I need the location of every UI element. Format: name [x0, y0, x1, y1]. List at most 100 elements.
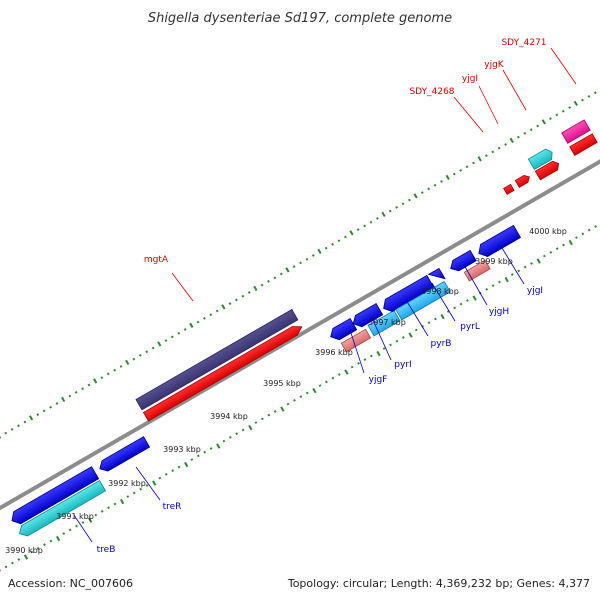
- gene-SDY_4271[interactable]: [561, 119, 591, 144]
- reverse-scale-tick: [4, 565, 8, 569]
- gene-yjgK[interactable]: [527, 147, 555, 171]
- gene-yjgI-forward[interactable]: [514, 173, 531, 188]
- forward-scale-tick: [253, 285, 258, 292]
- reverse-scale-tick: [325, 380, 328, 384]
- reverse-scale-tick: [344, 369, 349, 375]
- reverse-scale-tick: [293, 398, 296, 402]
- reverse-scale-tick: [196, 454, 200, 458]
- forward-scale-tick: [285, 267, 290, 273]
- gene-yjgH[interactable]: [463, 259, 491, 282]
- label-yjgH[interactable]: yjgH: [489, 307, 509, 317]
- forward-scale-tick: [427, 187, 431, 191]
- forward-scale-tick: [74, 391, 78, 394]
- reverse-scale-tick: [587, 228, 591, 232]
- reverse-scale-tick: [331, 376, 335, 380]
- forward-scale-tick: [497, 146, 501, 150]
- forward-scale-tick: [292, 265, 296, 268]
- reverse-scale-tick: [382, 347, 386, 350]
- forward-scale-tick: [0, 433, 2, 440]
- label-SDY_4271[interactable]: SDY_4271: [501, 38, 546, 48]
- gene-pyrI-blue[interactable]: [350, 302, 384, 330]
- forward-scale-tick: [10, 428, 14, 431]
- gene-treB-blue[interactable]: [8, 466, 100, 527]
- forward-scale-tick: [459, 169, 463, 172]
- gene-yjgI-reverse[interactable]: [475, 224, 522, 259]
- label-yjgI-reverse[interactable]: yjgI: [527, 286, 543, 296]
- gene-yjgK-red[interactable]: [534, 159, 561, 181]
- reverse-scale-tick: [36, 546, 40, 550]
- label-pyrI[interactable]: pyrI: [394, 360, 411, 370]
- reverse-scale-tick: [23, 554, 29, 560]
- label-mgtA[interactable]: mgtA: [144, 255, 169, 265]
- reverse-scale-tick: [209, 447, 213, 450]
- forward-scale-tick: [452, 172, 456, 176]
- leader-SDY_4268: [453, 96, 484, 133]
- scale-label: 3998 kbp: [421, 287, 459, 296]
- reverse-scale-tick: [158, 476, 162, 480]
- reverse-scale-tick: [414, 328, 418, 332]
- scale-label: 3990 kbp: [5, 546, 43, 555]
- gene-yjgH-blue[interactable]: [448, 249, 477, 273]
- label-yjgI-forward[interactable]: yjgI: [462, 74, 478, 84]
- forward-scale-tick: [509, 137, 514, 144]
- forward-scale-tick: [151, 346, 155, 350]
- reverse-scale-tick: [504, 276, 509, 283]
- gene-pyrI[interactable]: [367, 309, 401, 337]
- gene-mgtA[interactable]: [142, 322, 304, 422]
- forward-scale-tick: [106, 372, 110, 376]
- genome-summary-text: Topology: circular; Length: 4,369,232 bp…: [287, 577, 590, 590]
- gene-yjgF[interactable]: [340, 328, 372, 353]
- reverse-scale-tick: [459, 302, 463, 306]
- reverse-scale-tick: [100, 509, 104, 513]
- forward-scale-tick: [177, 331, 181, 335]
- accession-text: Accession: NC_007606: [8, 577, 133, 590]
- reverse-scale-tick: [549, 250, 553, 254]
- gene-mgtA-purple[interactable]: [135, 308, 299, 411]
- label-yjgK[interactable]: yjgK: [484, 60, 505, 70]
- gene-SDY_4268[interactable]: [503, 183, 515, 195]
- reverse-scale-tick: [562, 243, 565, 247]
- reverse-scale-tick: [267, 413, 271, 417]
- forward-scale-tick: [440, 180, 443, 183]
- reverse-scale-tick: [152, 480, 157, 486]
- label-yjgF[interactable]: yjgF: [369, 375, 388, 385]
- reverse-scale-tick: [434, 317, 437, 321]
- forward-scale-tick: [593, 91, 597, 95]
- leader-yjgK: [502, 69, 527, 111]
- forward-scale-tick: [541, 119, 546, 125]
- forward-scale-tick: [549, 117, 552, 120]
- label-SDY_4268[interactable]: SDY_4268: [409, 87, 454, 97]
- forward-scale-tick: [215, 309, 219, 313]
- forward-scale-tick: [324, 246, 328, 250]
- forward-scale-tick: [376, 217, 379, 220]
- gene-treB[interactable]: [16, 479, 107, 539]
- forward-scale-tick: [170, 335, 174, 339]
- leader-pyrI: [371, 317, 392, 361]
- label-treB[interactable]: treB: [97, 545, 116, 555]
- forward-scale-tick: [119, 365, 123, 368]
- reverse-scale-tick: [139, 487, 142, 491]
- forward-scale-tick: [113, 368, 117, 372]
- forward-scale-tick: [183, 328, 187, 331]
- reverse-scale-tick: [43, 543, 46, 547]
- label-pyrB[interactable]: pyrB: [431, 339, 452, 349]
- reverse-scale-tick: [318, 384, 322, 387]
- label-treR[interactable]: treR: [163, 502, 182, 512]
- gene-SDY_4271-red[interactable]: [569, 133, 598, 156]
- forward-scale-tick: [138, 354, 142, 357]
- forward-scale-tick: [331, 243, 334, 246]
- reverse-scale-tick: [216, 443, 221, 449]
- gene-treR[interactable]: [97, 436, 151, 474]
- reverse-scale-tick: [17, 558, 21, 561]
- reverse-scale-tick: [453, 306, 457, 310]
- forward-scale-tick: [581, 98, 584, 102]
- gene-pyrL[interactable]: [427, 267, 446, 284]
- forward-scale-tick: [369, 220, 373, 224]
- reverse-scale-tick: [440, 313, 445, 320]
- gene-yjgF-blue[interactable]: [328, 317, 358, 343]
- leader-yjgF: [349, 329, 365, 374]
- gene-labels: mgtA SDY_4268 yjgI yjgK SDY_4271 treB tr…: [73, 38, 577, 555]
- label-pyrL[interactable]: pyrL: [460, 322, 480, 332]
